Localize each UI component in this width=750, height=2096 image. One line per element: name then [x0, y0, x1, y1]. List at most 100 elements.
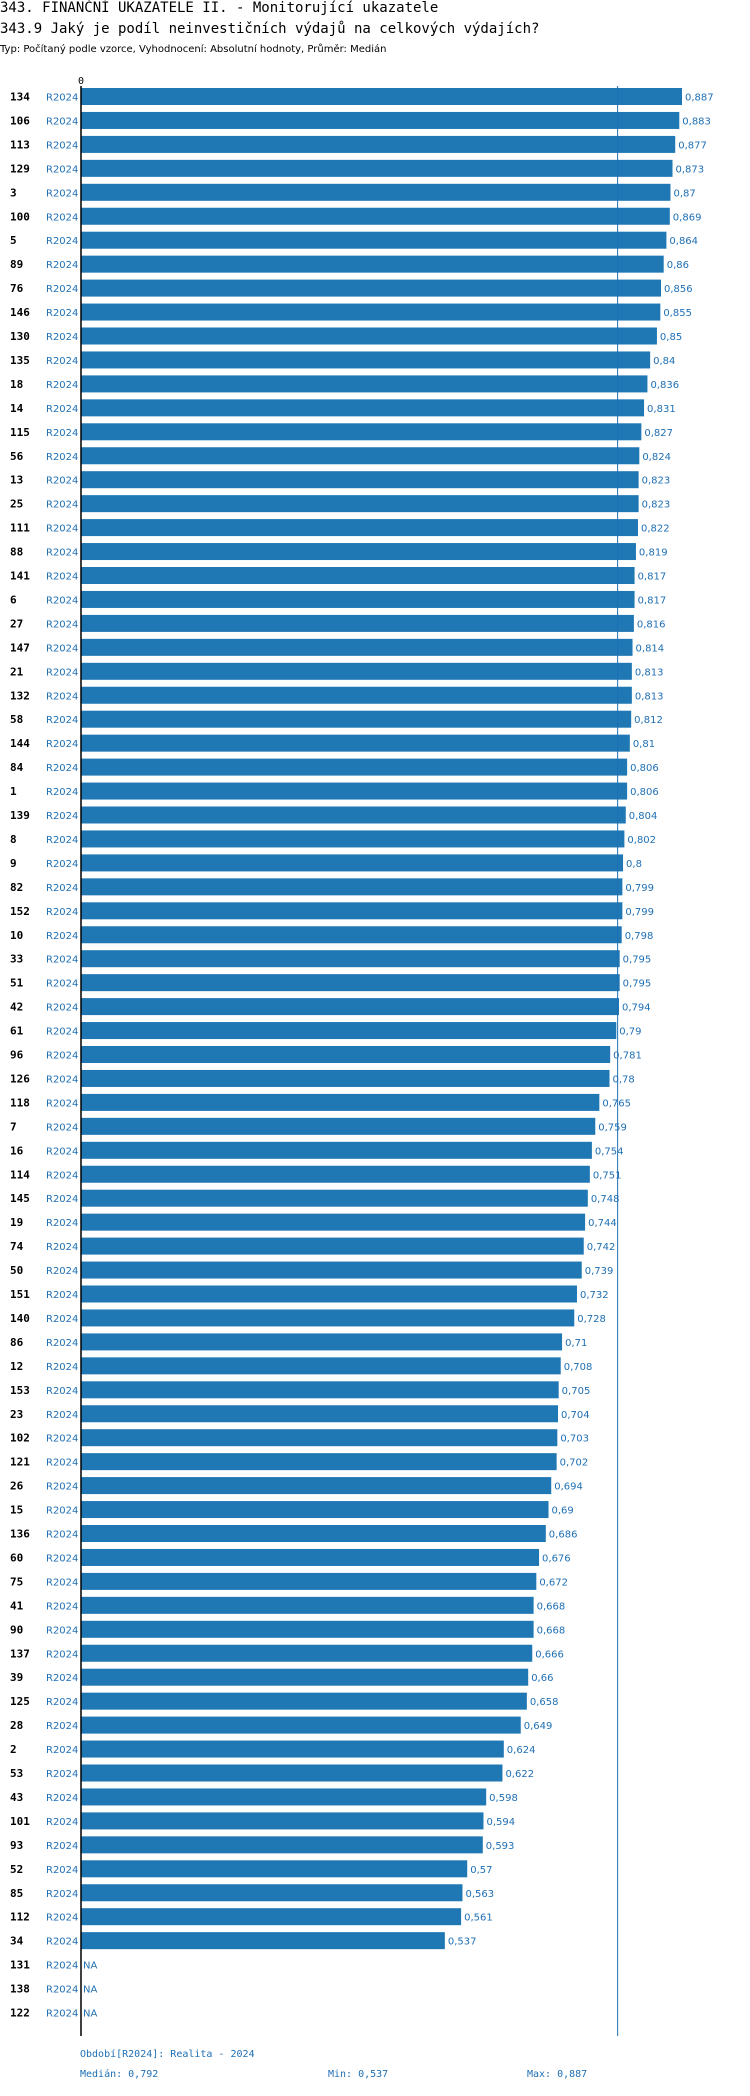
bar-value-label: 0,85: [660, 332, 682, 343]
bar: [81, 1501, 549, 1519]
row-id-label: 112: [10, 1911, 30, 1924]
row-period-label: R2024: [46, 1937, 78, 1948]
bar-value-label: 0,795: [623, 955, 652, 966]
row-period-label: R2024: [46, 1434, 78, 1445]
bar-value-label: 0,79: [619, 1027, 641, 1038]
row-id-label: 151: [10, 1288, 30, 1301]
row-id-label: 8: [10, 833, 17, 846]
bar-value-label: 0,676: [542, 1553, 571, 1564]
bar: [81, 1022, 617, 1040]
bar-value-label: 0,799: [625, 907, 654, 918]
bar-value-label: 0,812: [634, 715, 663, 726]
row-period-label: R2024: [46, 1242, 78, 1253]
row-id-label: 86: [10, 1336, 24, 1349]
bar: [81, 1596, 534, 1614]
bar: [81, 1788, 487, 1806]
row-id-label: 136: [10, 1528, 30, 1541]
bar-value-label: 0,759: [598, 1122, 627, 1133]
row-id-label: 3: [10, 186, 17, 199]
row-id-label: 16: [10, 1144, 24, 1157]
row-period-label: R2024: [46, 955, 78, 966]
bar-value-label: 0,799: [625, 883, 654, 894]
bar-value-label: 0,537: [448, 1937, 477, 1948]
bar: [81, 207, 670, 225]
row-id-label: 102: [10, 1432, 30, 1445]
row-id-label: 88: [10, 546, 23, 559]
bar: [81, 1525, 546, 1542]
bar: [81, 303, 661, 321]
bar: [81, 567, 635, 584]
bar: [81, 1093, 600, 1111]
bar-value-label: 0,704: [561, 1410, 590, 1421]
row-period-label: R2024: [46, 428, 78, 439]
row-id-label: 56: [10, 450, 24, 463]
bar-value-label: 0,87: [673, 188, 695, 199]
bar: [81, 590, 635, 608]
bar-value-label: 0,806: [630, 763, 659, 774]
row-id-label: 118: [10, 1096, 30, 1109]
bar: [81, 1117, 596, 1135]
row-id-label: 141: [10, 570, 30, 583]
bar: [81, 1046, 611, 1063]
bar: [81, 495, 639, 513]
bar-value-label: 0,883: [682, 116, 711, 127]
bar: [81, 1836, 483, 1854]
row-id-label: 75: [10, 1575, 23, 1588]
row-period-label: R2024: [46, 1362, 78, 1373]
bar-value-label: 0,869: [673, 212, 702, 223]
bar-value-label: 0,798: [625, 931, 654, 942]
row-period-label: R2024: [46, 236, 78, 247]
row-id-label: 19: [10, 1216, 23, 1229]
row-id-label: 106: [10, 114, 30, 127]
row-period-label: R2024: [46, 1721, 78, 1732]
row-id-label: 84: [10, 761, 24, 774]
row-period-label: R2024: [46, 1601, 78, 1612]
bar: [81, 351, 651, 369]
bar: [81, 1812, 484, 1830]
row-period-label: R2024: [46, 739, 78, 750]
row-id-label: 61: [10, 1025, 24, 1038]
row-period-label: R2024: [46, 1961, 78, 1972]
bar-value-label: 0,702: [560, 1458, 589, 1469]
row-id-label: 130: [10, 330, 30, 343]
row-id-label: 15: [10, 1504, 23, 1517]
row-period-label: R2024: [46, 308, 78, 319]
row-period-label: R2024: [46, 787, 78, 798]
row-period-label: R2024: [46, 979, 78, 990]
bar: [81, 1165, 590, 1183]
bar-na-label: NA: [83, 2009, 97, 2020]
bar-value-label: 0,668: [537, 1601, 566, 1612]
row-id-label: 9: [10, 857, 17, 870]
row-id-label: 131: [10, 1959, 30, 1972]
row-id-label: 147: [10, 641, 30, 654]
row-period-label: R2024: [46, 763, 78, 774]
row-period-label: R2024: [46, 1673, 78, 1684]
bar-value-label: 0,744: [588, 1218, 617, 1229]
bar: [81, 279, 661, 297]
bar-value-label: 0,864: [669, 236, 698, 247]
row-period-label: R2024: [46, 619, 78, 630]
bar-value-label: 0,887: [685, 93, 714, 104]
bar: [81, 135, 676, 153]
bar-value-label: 0,658: [530, 1697, 559, 1708]
bar-value-label: 0,81: [633, 739, 655, 750]
bar-value-label: 0,804: [629, 811, 658, 822]
bar: [81, 1932, 445, 1950]
row-period-label: R2024: [46, 835, 78, 846]
row-id-label: 101: [10, 1815, 30, 1828]
bar-value-label: 0,816: [637, 619, 666, 630]
bar: [81, 183, 671, 201]
bar-value-label: 0,668: [537, 1625, 566, 1636]
row-period-label: R2024: [46, 188, 78, 199]
chart-subtitle: Typ: Počítaný podle vzorce, Vyhodnocení:…: [0, 44, 387, 55]
row-period-label: R2024: [46, 1625, 78, 1636]
bar: [81, 1668, 529, 1686]
bar: [81, 1309, 575, 1327]
bar: [81, 1453, 557, 1471]
row-period-label: R2024: [46, 1530, 78, 1541]
row-period-label: R2024: [46, 691, 78, 702]
row-period-label: R2024: [46, 116, 78, 127]
bar: [81, 447, 640, 465]
bar-value-label: 0,824: [642, 452, 671, 463]
bar: [81, 950, 620, 968]
